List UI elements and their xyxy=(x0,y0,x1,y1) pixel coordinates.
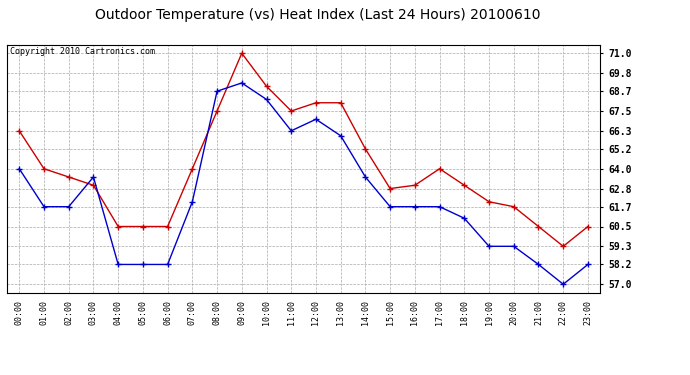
Text: Copyright 2010 Cartronics.com: Copyright 2010 Cartronics.com xyxy=(10,48,155,57)
Text: Outdoor Temperature (vs) Heat Index (Last 24 Hours) 20100610: Outdoor Temperature (vs) Heat Index (Las… xyxy=(95,8,540,21)
